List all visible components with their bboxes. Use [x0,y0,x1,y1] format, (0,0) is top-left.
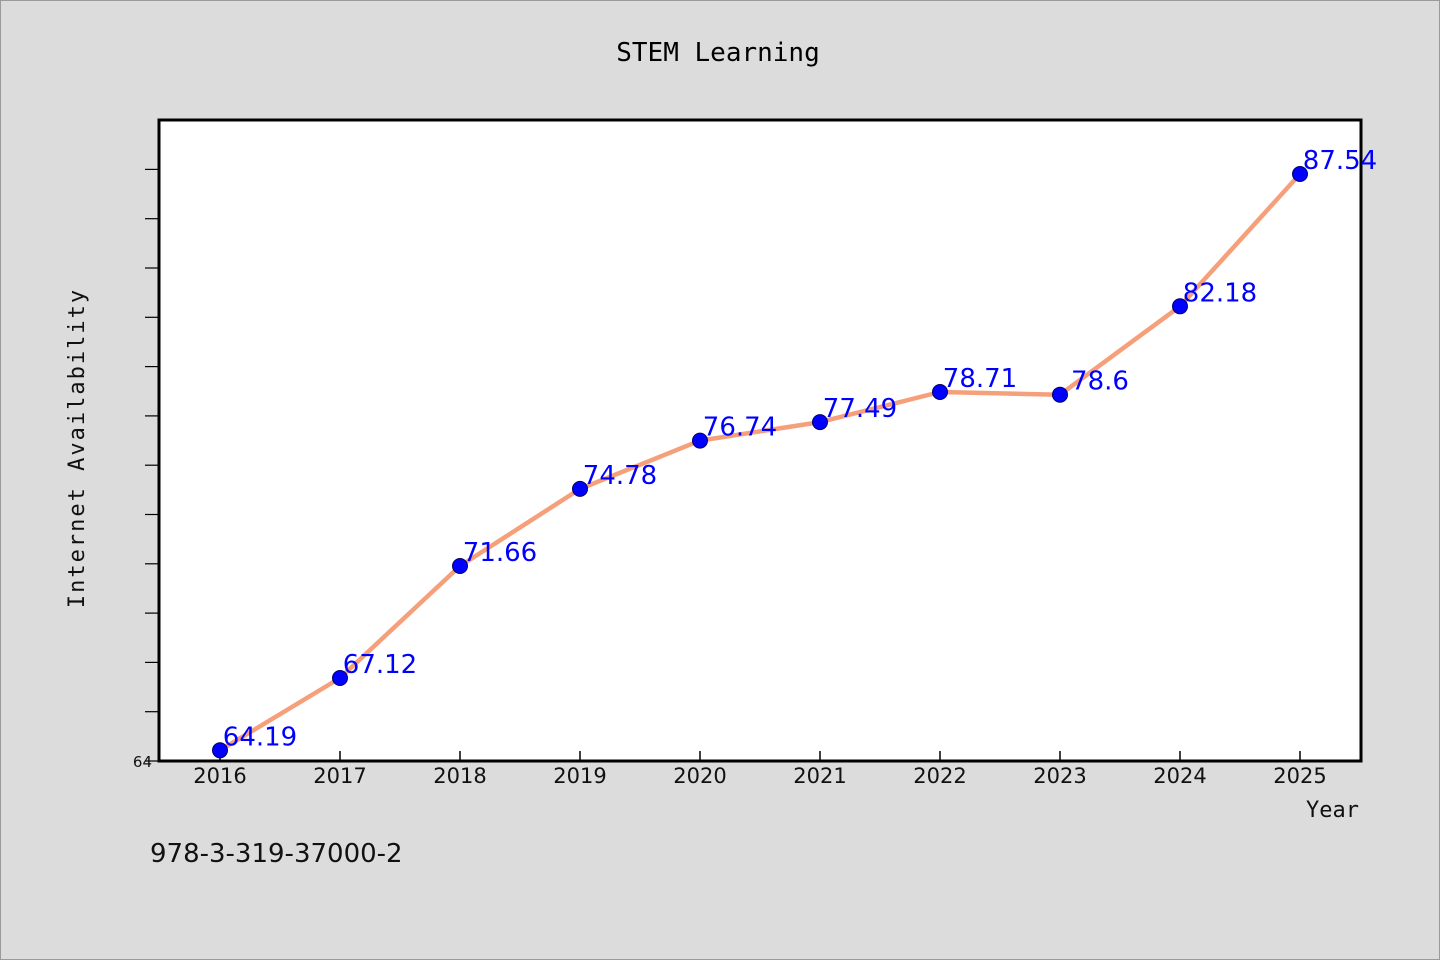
data-point[interactable] [572,480,588,497]
y-axis-ticks [145,168,159,762]
data-point[interactable] [812,414,828,431]
data-point[interactable] [1172,298,1188,315]
data-label: 87.54 [1303,146,1377,176]
data-label: 78.6 [1071,367,1129,397]
chart-title: STEM Learning [616,38,820,68]
data-point[interactable] [692,432,708,449]
data-label: 74.78 [583,461,657,491]
y-axis-title: Internet Availability [65,288,90,608]
x-tick-label: 2024 [1153,764,1206,788]
series-line [217,171,1303,753]
x-tick-label: 2022 [913,764,966,788]
data-point[interactable] [452,558,468,574]
data-label: 77.49 [823,394,897,424]
x-axis-title: Year [1306,798,1359,823]
data-label: 78.71 [943,364,1017,394]
data-label: 76.74 [703,413,777,443]
series-layer: 64.19 67.12 71.66 74.78 76.74 77.49 78.71 78.6 8… [212,146,1377,759]
x-tick-label: 2021 [793,764,846,788]
x-axis-ticks: 2016 2017 2018 2019 2020 2021 2022 2023 2024 2025 [193,751,1327,788]
data-label: 67.12 [343,650,417,680]
data-point[interactable] [1292,166,1308,182]
x-tick-label: 2019 [553,764,606,788]
x-tick-label: 2020 [673,764,726,788]
x-tick-label: 2023 [1033,764,1086,788]
footnote-isbn: 978-3-319-37000-2 [150,839,403,869]
data-point[interactable] [332,670,348,686]
data-point[interactable] [212,742,228,759]
x-tick-label: 2016 [193,764,246,788]
plot-area [157,118,1363,763]
data-label: 71.66 [463,538,537,568]
x-tick-label: 2018 [433,764,486,788]
x-tick-label: 2025 [1273,764,1326,788]
data-label: 64.19 [223,722,297,752]
data-point[interactable] [1052,386,1068,403]
data-point[interactable] [932,384,948,400]
x-tick-label: 2017 [313,764,366,788]
y-tick-label: 64 [133,753,152,771]
data-label: 82.18 [1183,278,1257,308]
